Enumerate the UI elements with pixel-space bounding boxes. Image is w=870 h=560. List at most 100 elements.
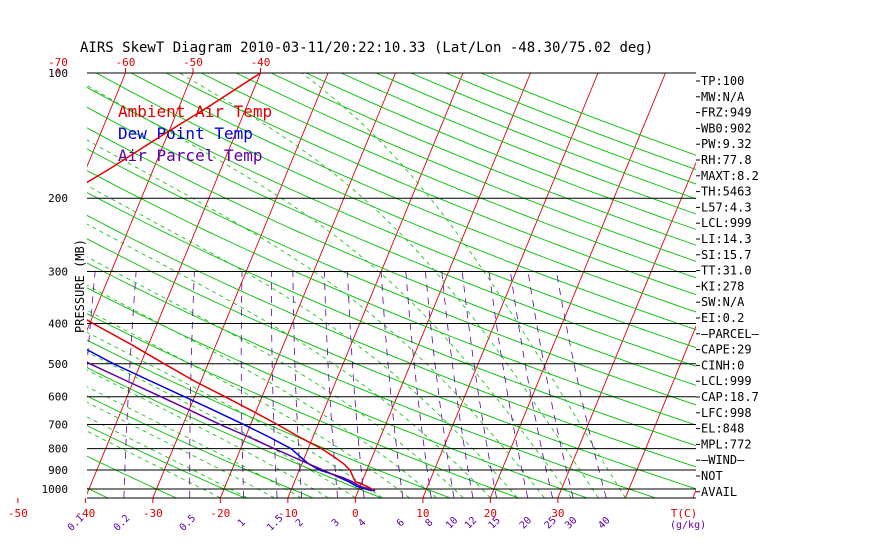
mixing-ratio-tick-label: 40 — [596, 515, 612, 531]
pressure-tick-label: 500 — [48, 358, 68, 371]
bottom-axis-tick-label: 20 — [484, 507, 497, 520]
top-axis-tick-label: -70 — [48, 56, 68, 69]
moist-adiabat-line — [301, 73, 626, 498]
moist-adiabat-line — [87, 369, 329, 498]
pressure-tick-label: 200 — [48, 192, 68, 205]
dry-adiabat-line — [375, 73, 696, 200]
isotherm-line — [87, 73, 194, 332]
isotherm-line — [0, 73, 58, 498]
index-item: EL:848 — [701, 422, 744, 436]
moist-adiabat-line — [87, 351, 356, 498]
bottom-axis-tick-label: 10 — [416, 507, 429, 520]
bottom-axis-tick-label: -50 — [8, 507, 28, 520]
pressure-tick-label: 300 — [48, 265, 68, 278]
index-item: CAP:18.7 — [701, 390, 759, 404]
dry-adiabat-line — [87, 238, 696, 490]
index-item: FRZ:949 — [701, 106, 752, 120]
index-item: MPL:772 — [701, 437, 752, 451]
mixing-ratio-tick-label: 4 — [356, 517, 368, 529]
index-item: —WIND— — [701, 453, 745, 467]
dry-adiabat-line — [305, 73, 696, 230]
mixing-ratio-tick-label: 6 — [395, 517, 407, 529]
mixing-ratio-line — [240, 271, 245, 498]
dry-adiabat-line — [87, 425, 245, 498]
mixing-ratio-line — [380, 271, 404, 498]
dry-adiabat-line — [96, 73, 696, 331]
moist-adiabat-line — [87, 85, 572, 498]
mixing-ratio-tick-label: 20 — [518, 515, 534, 531]
index-item: MAXT:8.2 — [701, 169, 759, 183]
pressure-tick-label: 700 — [48, 419, 68, 432]
legend-entry: Ambient Air Temp — [118, 102, 272, 121]
isotherm-line — [87, 73, 261, 496]
bottom-axis-tick-label: 30 — [551, 507, 564, 520]
moist-adiabat-line — [179, 73, 599, 498]
mixing-ratio-line — [405, 271, 432, 498]
mixing-ratio-line — [324, 271, 338, 498]
isotherm-line — [152, 73, 329, 498]
pressure-tick-label: 100 — [48, 67, 68, 80]
top-axis-tick-label: -50 — [183, 56, 203, 69]
legend-entry: Dew Point Temp — [118, 124, 253, 143]
dry-adiabat-line — [87, 367, 382, 498]
dry-adiabat-line — [87, 313, 519, 498]
dry-adiabat-line — [270, 73, 696, 246]
dry-adiabat-line — [87, 339, 450, 498]
mixing-ratio-line — [189, 271, 195, 498]
isotherm-line — [489, 73, 666, 498]
index-item: CINH:0 — [701, 358, 744, 372]
index-item: SW:N/A — [701, 295, 745, 309]
dry-adiabat-line — [445, 73, 696, 170]
mixing-ratio-tick-label: 0.2 — [112, 513, 133, 534]
mixing-ratio-line — [461, 271, 497, 498]
dry-adiabat-line — [87, 169, 696, 426]
dry-adiabat-line — [480, 73, 696, 156]
index-item: NOT — [701, 469, 723, 483]
background-grid — [0, 73, 696, 498]
pressure-tick-label: 800 — [48, 443, 68, 456]
isotherm-line — [624, 325, 696, 498]
mixing-ratio-line — [527, 271, 574, 498]
mixing-ratio-line — [510, 271, 553, 498]
pressure-tick-label: 900 — [48, 464, 68, 477]
mixing-ratio-tick-label: 30 — [563, 515, 579, 531]
mixing-ratio-tick-label: 10 — [444, 515, 460, 531]
mixing-ratio-line — [556, 271, 607, 498]
pressure-tick-label: 1000 — [42, 483, 69, 496]
dry-adiabat-line — [87, 487, 108, 498]
moist-adiabat-line — [87, 309, 410, 498]
mixing-ratio-tick-label: 3 — [330, 517, 342, 529]
ambient-temp-line — [87, 73, 376, 492]
bottom-axis-unit: T(C) — [671, 507, 698, 520]
index-item: CAPE:29 — [701, 343, 752, 357]
mixing-ratio-line — [441, 271, 474, 498]
mixing-ratio-tick-label: 1 — [236, 517, 248, 529]
top-axis-tick-label: -40 — [251, 56, 271, 69]
dry-adiabat-line — [87, 214, 696, 468]
moist-adiabat-line — [87, 223, 491, 498]
parcel-temp-line — [87, 361, 376, 492]
dry-adiabat-line — [410, 73, 696, 185]
mixing-ratio-tick-label: 12 — [463, 515, 479, 531]
pressure-tick-label: 400 — [48, 317, 68, 330]
mixing-ratio-line — [488, 271, 529, 498]
bottom-axis-tick-label: -30 — [143, 507, 163, 520]
dry-adiabat-line — [87, 106, 696, 367]
dry-adiabat-line — [87, 192, 696, 447]
index-item: LI:14.3 — [701, 232, 752, 246]
index-item: L57:4.3 — [701, 200, 752, 214]
index-item: LCL:999 — [701, 374, 752, 388]
index-item: TH:5463 — [701, 185, 752, 199]
legend: Ambient Air Temp Dew Point Temp Air Parcel… — [118, 102, 272, 165]
profiles — [87, 73, 376, 492]
dry-adiabat-line — [87, 455, 177, 498]
mixing-ratio-tick-label: 8 — [423, 517, 435, 529]
dry-adiabat-line — [235, 73, 696, 262]
bottom-axis-tick-label: -10 — [278, 507, 298, 520]
bottom-axis-tick-label: -40 — [75, 507, 95, 520]
dry-adiabat-line — [200, 73, 696, 279]
mixing-ratio-unit: (g/kg) — [670, 520, 706, 531]
index-item: RH:77.8 — [701, 153, 752, 167]
